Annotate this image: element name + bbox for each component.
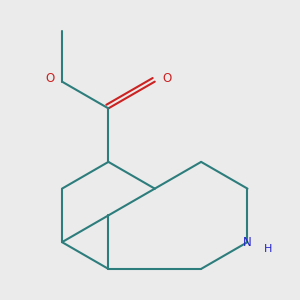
Text: N: N [243,236,252,249]
Text: O: O [46,72,55,85]
Text: O: O [162,72,171,85]
Text: H: H [264,244,272,254]
